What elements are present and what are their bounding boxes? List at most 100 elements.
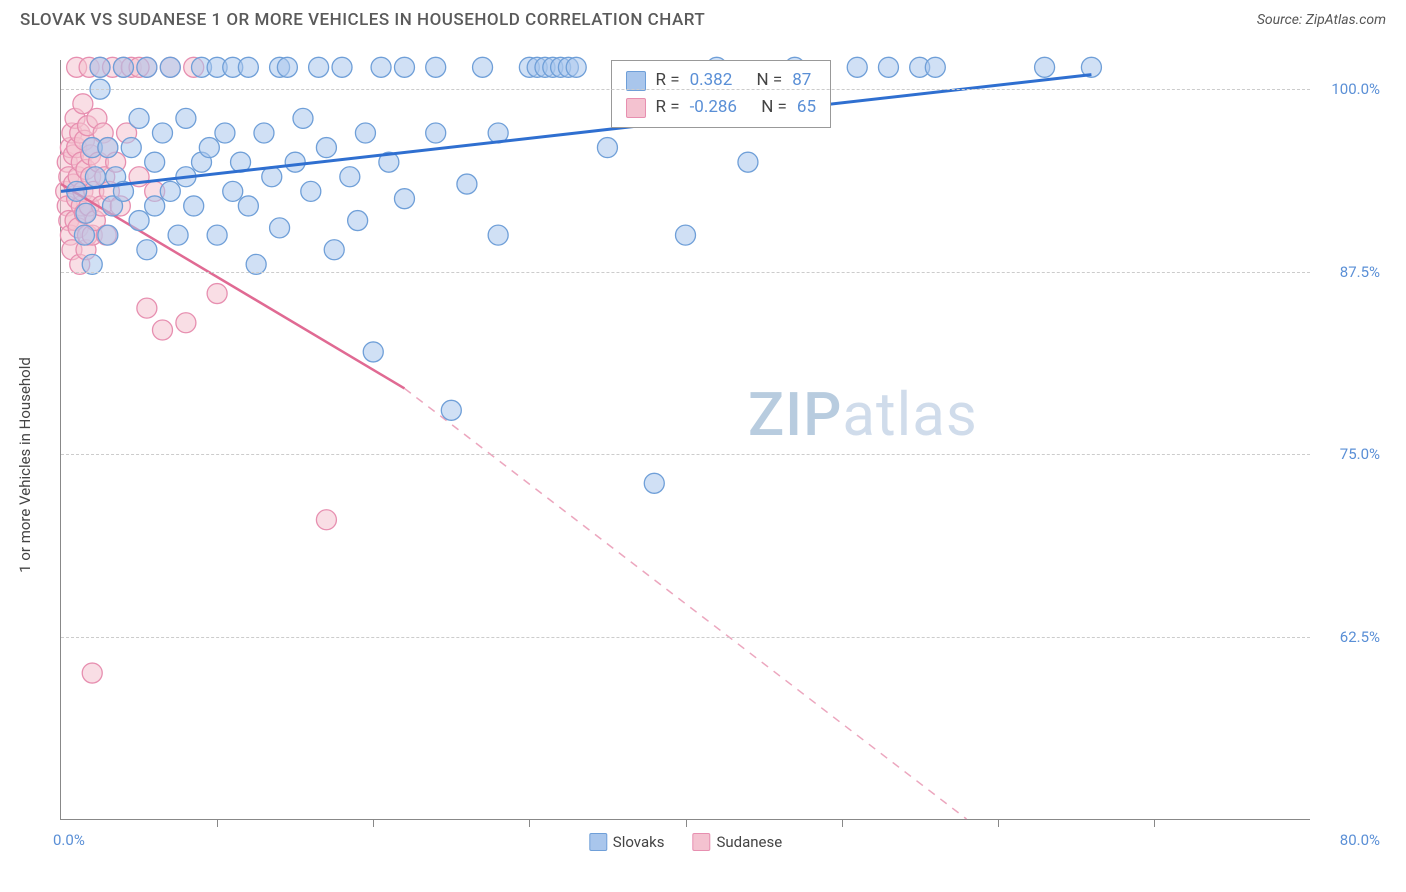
data-point [316,138,336,158]
x-tick [686,819,687,827]
x-tick [998,819,999,827]
legend-item-sudanese: Sudanese [692,833,782,851]
data-point [293,108,313,128]
plot-svg [61,60,1310,819]
x-tick [842,819,843,827]
y-tick-label: 100.0% [1320,80,1380,98]
data-point [644,473,664,493]
data-point [394,57,414,77]
data-point [254,123,274,143]
data-point [145,152,165,172]
stats-swatch-slovaks [626,71,646,91]
x-origin-label: 0.0% [53,831,85,849]
data-point [1035,57,1055,77]
data-point [878,57,898,77]
data-point [129,211,149,231]
data-point [137,57,157,77]
data-point [223,181,243,201]
chart-title: SLOVAK VS SUDANESE 1 OR MORE VEHICLES IN… [20,10,705,30]
data-point [566,57,586,77]
data-point [426,123,446,143]
gridline [61,272,1310,273]
n-value-sudanese: 65 [797,94,816,121]
data-point [332,57,352,77]
data-point [441,400,461,420]
data-point [199,138,219,158]
legend: Slovaks Sudanese [589,833,782,851]
r-label: R = [656,94,680,121]
data-point [676,225,696,245]
y-axis-title: 1 or more Vehicles in Household [16,357,34,573]
x-tick [1154,819,1155,827]
data-point [152,320,172,340]
data-point [176,108,196,128]
data-point [121,138,141,158]
data-point [82,663,102,683]
plot-area: ZIPatlas R = 0.382 N = 87 R = -0.286 N =… [60,60,1310,820]
data-point [76,203,96,223]
data-point [355,123,375,143]
data-point [738,152,758,172]
trend-line-dashed [404,388,966,819]
data-point [137,240,157,260]
y-tick-label: 62.5% [1320,628,1380,646]
data-point [129,108,149,128]
x-tick [373,819,374,827]
y-tick-label: 75.0% [1320,445,1380,463]
data-point [215,123,235,143]
data-point [426,57,446,77]
x-max-label: 80.0% [1340,831,1380,849]
n-label: N = [761,94,787,121]
legend-swatch-slovaks [589,833,607,851]
x-tick [529,819,530,827]
data-point [98,225,118,245]
data-point [168,225,188,245]
data-point [371,57,391,77]
data-point [145,196,165,216]
r-value-sudanese: -0.286 [690,94,737,121]
legend-item-slovaks: Slovaks [589,833,665,851]
data-point [160,57,180,77]
data-point [309,57,329,77]
y-tick-label: 87.5% [1320,263,1380,281]
legend-label-slovaks: Slovaks [613,833,665,851]
data-point [847,57,867,77]
data-point [238,57,258,77]
data-point [340,167,360,187]
data-point [270,218,290,238]
x-tick [217,819,218,827]
chart-header: SLOVAK VS SUDANESE 1 OR MORE VEHICLES IN… [0,0,1406,35]
data-point [176,313,196,333]
data-point [597,138,617,158]
data-point [316,510,336,530]
data-point [90,57,110,77]
gridline [61,637,1310,638]
data-point [160,181,180,201]
stats-swatch-sudanese [626,98,646,118]
stats-row-sudanese: R = -0.286 N = 65 [626,94,816,121]
data-point [394,189,414,209]
source-label: Source: ZipAtlas.com [1257,12,1386,28]
data-point [324,240,344,260]
data-point [137,298,157,318]
gridline [61,89,1310,90]
data-point [473,57,493,77]
gridline [61,454,1310,455]
data-point [457,174,477,194]
data-point [238,196,258,216]
data-point [277,57,297,77]
data-point [363,342,383,362]
stats-box: R = 0.382 N = 87 R = -0.286 N = 65 [611,60,831,128]
legend-swatch-sudanese [692,833,710,851]
data-point [488,225,508,245]
data-point [207,284,227,304]
data-point [301,181,321,201]
data-point [285,152,305,172]
data-point [152,123,172,143]
data-point [348,211,368,231]
chart-container: 1 or more Vehicles in Household ZIPatlas… [40,50,1386,880]
data-point [207,225,227,245]
data-point [113,57,133,77]
data-point [184,196,204,216]
data-point [85,167,105,187]
